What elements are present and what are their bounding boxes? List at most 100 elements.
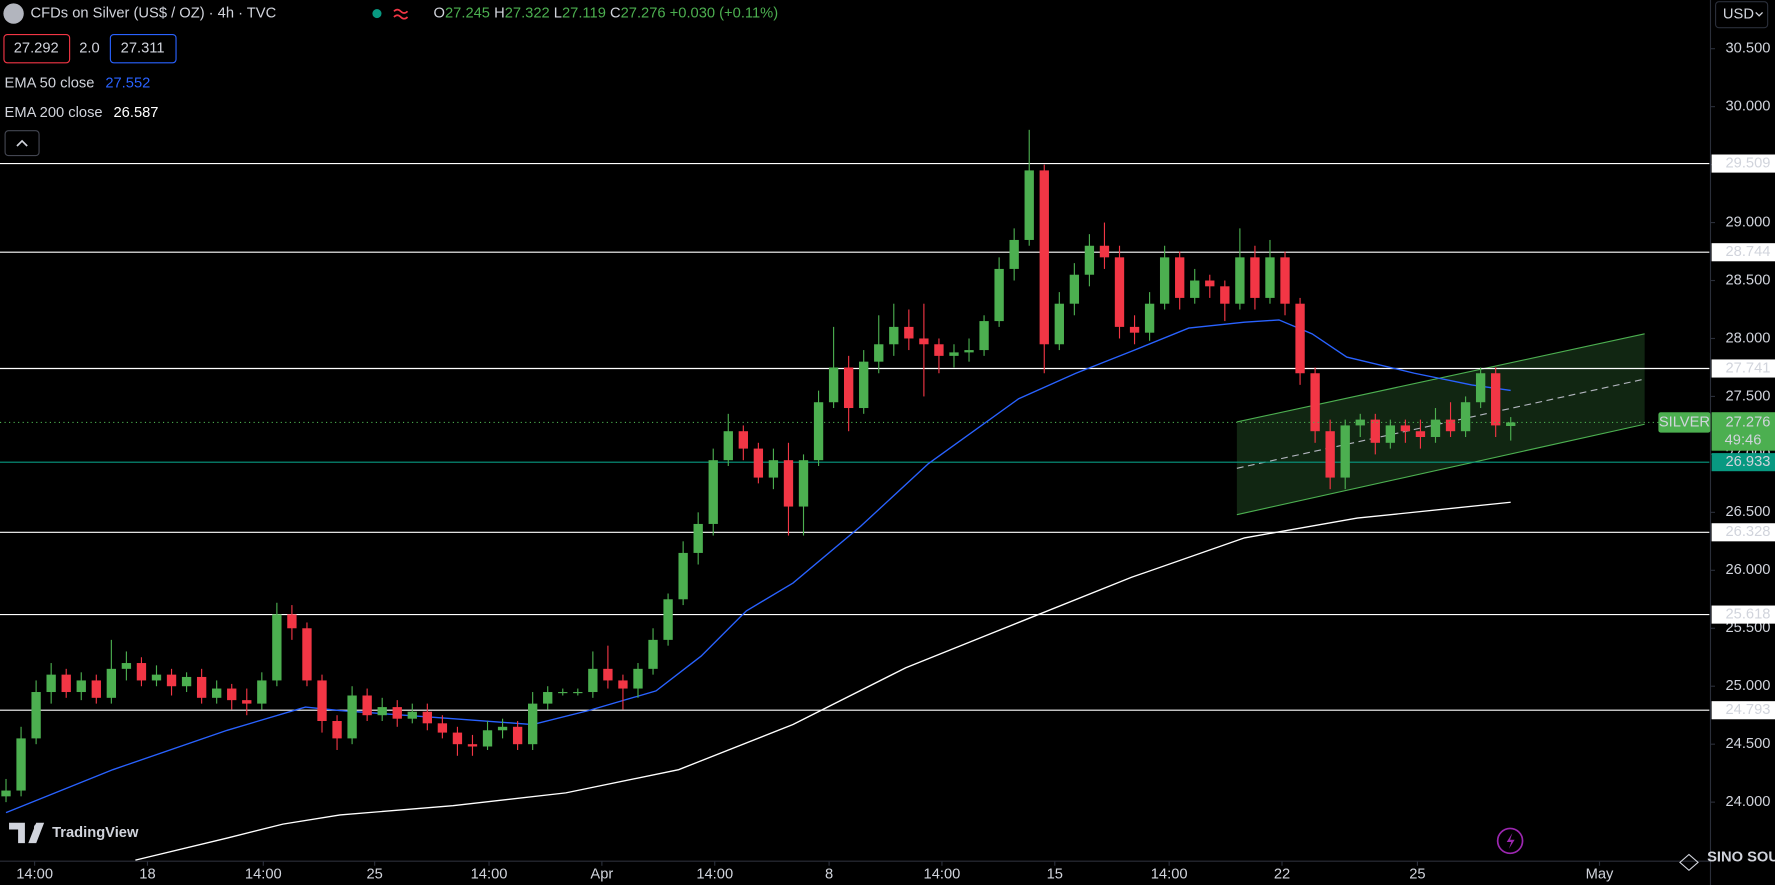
level-label: 28.744	[1725, 244, 1770, 260]
candle-body	[392, 707, 402, 719]
current-price-box	[1711, 412, 1775, 451]
currency-button[interactable]	[1715, 1, 1769, 29]
level-label-box	[1711, 523, 1775, 542]
market-open-icon[interactable]	[372, 9, 382, 19]
ohlc-value: 27.322	[505, 5, 550, 21]
watermark-logo	[1679, 853, 1699, 872]
candle-body	[46, 674, 56, 693]
candle-body	[738, 431, 748, 449]
countdown: 49:46	[1725, 432, 1762, 448]
collapse-icon	[16, 139, 28, 147]
candle-body	[1265, 257, 1275, 298]
candle-body	[1295, 303, 1305, 374]
candle-body	[573, 692, 583, 694]
ohlc-label: C	[610, 5, 621, 21]
symbol-icon	[3, 3, 24, 24]
candle-body	[723, 431, 733, 461]
level-label: 25.618	[1725, 606, 1770, 622]
y-tick-label: 27.500	[1725, 388, 1770, 404]
candle-body	[588, 668, 598, 693]
overlay: CFDs on Silver (US$ / OZ) · 4h · TVC O27…	[3, 1, 1775, 872]
y-tick-label: 25.500	[1725, 620, 1770, 636]
brand-name: TradingView	[52, 825, 139, 841]
candle-body	[1220, 286, 1230, 304]
candle-body	[1400, 425, 1411, 432]
indicator-name: EMA 200 close	[5, 105, 103, 121]
ohlc-value: 27.119	[562, 5, 606, 21]
x-tick-label: 14:00	[16, 867, 53, 883]
x-tick-label: 25	[366, 867, 382, 883]
candle-body	[874, 344, 884, 362]
candle-body	[618, 680, 628, 689]
buy-price: 27.311	[121, 41, 165, 57]
candle-body	[257, 680, 267, 704]
candle-body	[633, 668, 643, 689]
candle-body	[136, 663, 147, 681]
candle-body	[843, 367, 854, 409]
candle-body	[272, 614, 282, 681]
candle-body	[422, 711, 433, 724]
candle-body	[242, 700, 252, 704]
sell-button[interactable]	[3, 33, 71, 64]
x-tick-label: 14:00	[696, 867, 733, 883]
candle-body	[949, 352, 959, 356]
candle-body	[1340, 425, 1350, 478]
current-price-label: 27.276	[1725, 414, 1770, 430]
channel-area	[1236, 333, 1645, 515]
candle-body	[1430, 419, 1441, 438]
candle-body	[1355, 419, 1365, 426]
channel-border	[1236, 423, 1645, 516]
brand-logo-dot	[33, 823, 41, 831]
ema-line	[5, 319, 1511, 814]
candle-body	[212, 688, 222, 698]
candle-body	[783, 460, 794, 507]
candle-body	[1084, 245, 1095, 275]
y-tick-label: 26.000	[1725, 562, 1770, 578]
candle-body	[558, 692, 568, 694]
y-tick-label: 26.500	[1725, 504, 1770, 520]
candle-body	[889, 326, 899, 345]
channel-border	[1236, 333, 1645, 423]
sell-price: 27.292	[14, 41, 59, 57]
candle-body	[768, 460, 779, 478]
candle-body	[798, 460, 809, 507]
candle-body	[1460, 402, 1471, 432]
candle-body	[1325, 431, 1335, 478]
y-tick-label: 24.000	[1725, 794, 1770, 810]
y-tick-label: 24.500	[1725, 736, 1770, 752]
symbol-label: SILVER	[1659, 414, 1710, 430]
level-label: 27.741	[1725, 360, 1770, 376]
indicator-value: 26.587	[114, 105, 159, 121]
collapse-button[interactable]	[4, 130, 40, 157]
data-source-icon[interactable]	[393, 8, 409, 20]
candle-body	[1129, 326, 1140, 333]
ohlc-value: 27.276	[621, 5, 666, 21]
watermark: SINO SOUND	[1707, 850, 1775, 866]
candle-body	[1250, 257, 1260, 298]
candle-body	[859, 361, 869, 409]
candle-body	[227, 688, 237, 701]
ema-line	[135, 501, 1511, 861]
y-tick-label: 28.000	[1725, 330, 1770, 346]
candle-body	[347, 695, 357, 739]
indicator-legend: EMA 200 close 26.587	[5, 105, 159, 121]
candle-body	[497, 726, 508, 731]
candle-body	[302, 628, 312, 681]
candle-body	[151, 674, 162, 681]
candle-body	[61, 674, 71, 693]
x-tick-label: May	[1586, 867, 1614, 883]
candle-body	[1024, 170, 1034, 240]
candle-body	[1205, 280, 1215, 287]
candle-body	[904, 326, 914, 339]
ohlc-label: O	[434, 5, 445, 21]
level-label-box	[1711, 605, 1775, 624]
lightning-button[interactable]	[1496, 827, 1524, 855]
candle-body	[813, 402, 824, 461]
buy-button[interactable]	[109, 33, 177, 64]
candle-body	[181, 676, 192, 687]
candle-body	[1280, 257, 1290, 304]
ohlc-label: L	[554, 5, 562, 21]
candle-body	[512, 726, 523, 745]
